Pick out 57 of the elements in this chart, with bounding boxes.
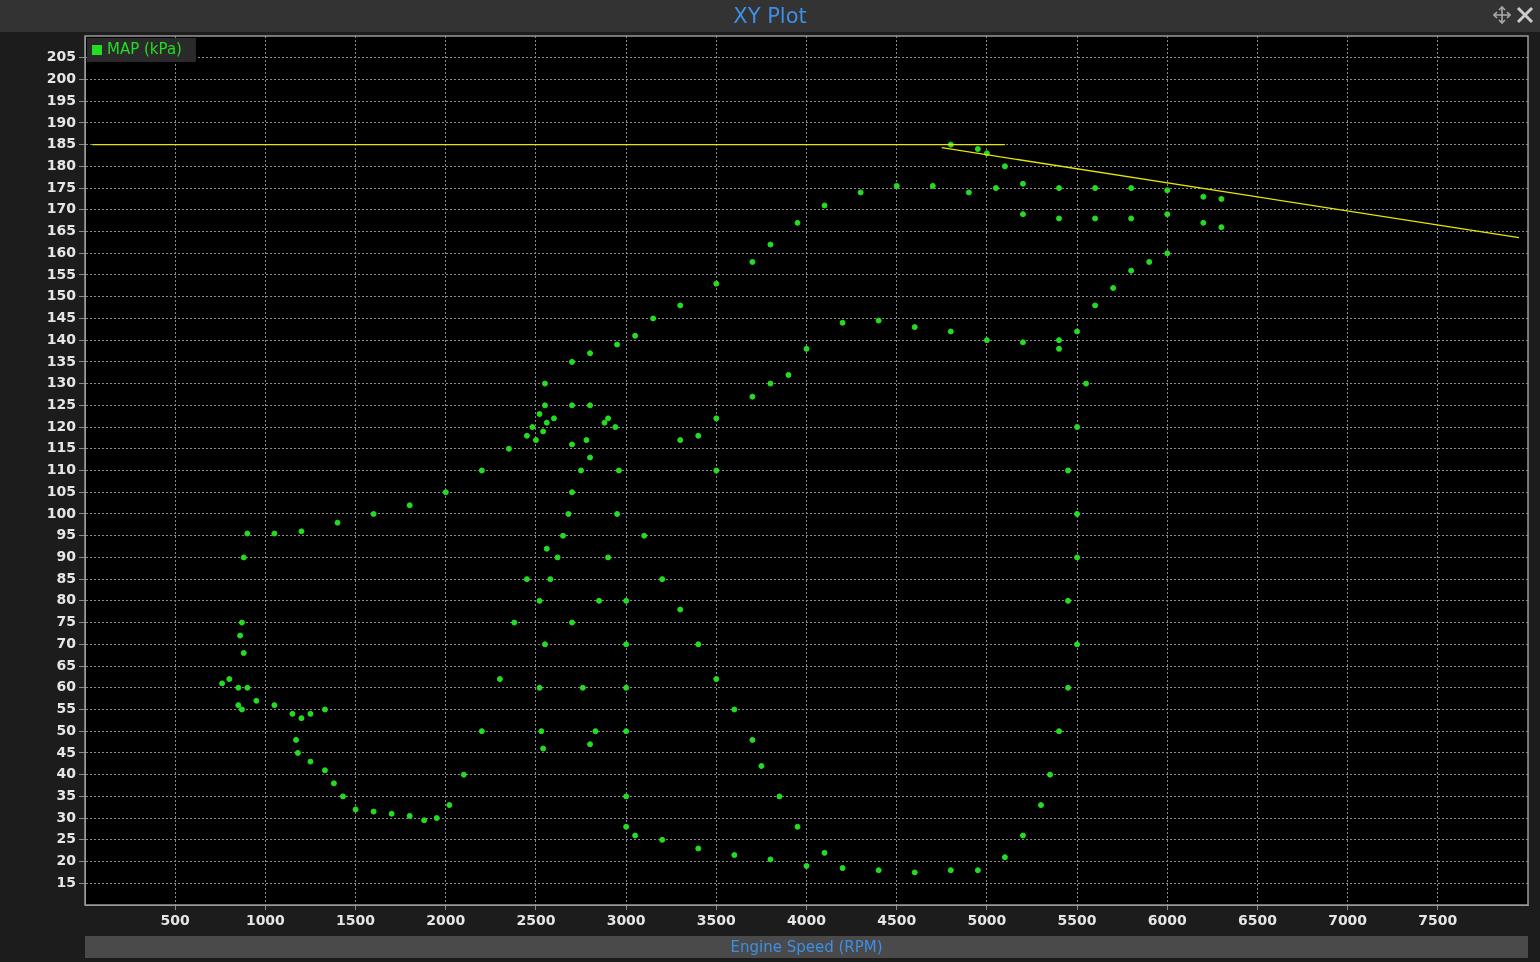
y-tick-label: 135: [46, 352, 76, 369]
y-tick-label: 120: [46, 417, 77, 434]
y-tick-label: 65: [56, 656, 76, 673]
y-tick-label: 130: [46, 374, 77, 391]
y-tick-label: 15: [56, 873, 76, 890]
x-tick-label: 1000: [245, 912, 286, 929]
x-tick-label: 6500: [1237, 912, 1278, 929]
x-tick-label: 2000: [426, 912, 466, 929]
x-tick-label: 7000: [1328, 912, 1368, 929]
y-tick-label: 150: [46, 287, 77, 304]
y-tick-label: 55: [56, 700, 76, 717]
x-tick-label: 3500: [696, 912, 737, 929]
y-tick-label: 95: [56, 526, 76, 543]
y-tick-label: 200: [46, 70, 77, 87]
x-tick-label: 4500: [877, 912, 917, 929]
y-tick-label: 100: [46, 504, 77, 521]
y-tick-label: 50: [56, 721, 77, 738]
chart-title: XY Plot: [0, 0, 1540, 32]
y-tick-label: 105: [46, 482, 76, 499]
x-tick-label: 7500: [1418, 912, 1458, 929]
y-tick-label: 85: [56, 569, 76, 586]
y-tick-label: 40: [56, 765, 77, 782]
y-tick-label: 190: [46, 113, 77, 130]
y-tick-label: 25: [56, 830, 76, 847]
x-tick-label: 1500: [336, 912, 376, 929]
y-tick-label: 70: [56, 634, 77, 651]
y-tick-label: 35: [56, 787, 76, 804]
x-tick-label: 5000: [967, 912, 1007, 929]
y-tick-label: 185: [46, 135, 76, 152]
legend-label: MAP (kPa): [107, 39, 182, 58]
y-tick-label: 80: [56, 591, 77, 608]
y-tick-label: 30: [56, 808, 77, 825]
y-tick-label: 180: [46, 156, 77, 173]
y-tick-label: 110: [46, 461, 77, 478]
y-tick-label: 75: [56, 613, 76, 630]
y-tick-label: 90: [56, 548, 77, 565]
x-tick-label: 2500: [516, 912, 556, 929]
x-tick-label: 5500: [1057, 912, 1097, 929]
x-axis-title: Engine Speed (RPM): [85, 936, 1528, 958]
x-tick-label: 3000: [606, 912, 646, 929]
x-tick-label: 4000: [787, 912, 827, 929]
y-tick-label: 60: [56, 678, 77, 695]
y-tick-label: 175: [46, 178, 76, 195]
y-tick-label: 20: [56, 852, 77, 869]
y-tick-label: 165: [46, 222, 76, 239]
x-tick-label: 6000: [1147, 912, 1187, 929]
y-tick-label: 115: [46, 439, 76, 456]
y-tick-label: 155: [46, 265, 76, 282]
y-tick-label: 125: [46, 395, 76, 412]
y-tick-label: 145: [46, 309, 76, 326]
y-tick-label: 170: [46, 200, 77, 217]
y-tick-label: 205: [46, 48, 76, 65]
y-tick-label: 195: [46, 91, 76, 108]
y-tick-label: 45: [56, 743, 76, 760]
x-tick-label: 500: [160, 912, 191, 929]
y-tick-label: 160: [46, 243, 77, 260]
y-tick-label: 140: [46, 330, 77, 347]
